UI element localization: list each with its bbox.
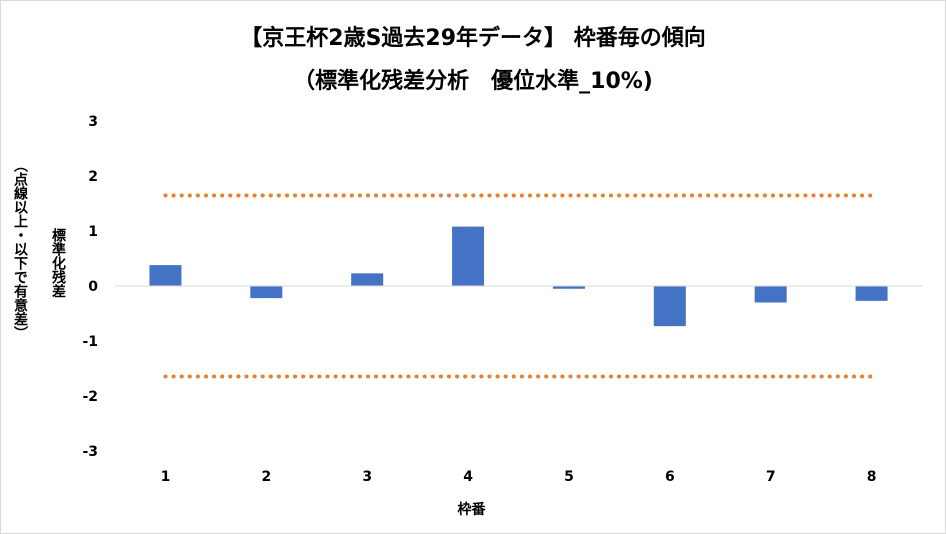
bar-frame-6 — [653, 286, 686, 327]
y-axis-label-note: （点線以上・以下で有意差） — [12, 158, 29, 340]
x-tick-label: 8 — [867, 469, 877, 485]
x-tick-label: 7 — [766, 469, 776, 485]
y-axis-ticks: 3 2 1 0 -1 -2 -3 — [82, 114, 98, 460]
y-tick-label: 3 — [88, 114, 98, 130]
y-tick-label: -3 — [82, 444, 98, 460]
x-tick-label: 5 — [564, 469, 574, 485]
chart-subtitle: （標準化残差分析 優位水準_10%) — [293, 69, 653, 94]
bar-frame-8 — [855, 286, 888, 301]
bar-frame-4 — [452, 226, 485, 286]
bar-frame-7 — [754, 286, 787, 303]
x-axis-ticks: 1 2 3 4 5 6 7 8 — [161, 469, 877, 485]
bar-frame-2 — [250, 286, 283, 299]
y-tick-label: -1 — [82, 334, 98, 350]
y-tick-label: 2 — [88, 169, 98, 185]
x-tick-label: 3 — [362, 469, 372, 485]
y-tick-label: -2 — [82, 389, 98, 405]
y-tick-label: 1 — [88, 224, 98, 240]
bar-frame-3 — [351, 273, 384, 286]
bar-frame-5 — [552, 286, 585, 289]
x-tick-label: 1 — [161, 469, 171, 485]
bar-frame-1 — [149, 265, 182, 286]
chart-title: 【京王杯2歳S過去29年データ】 枠番毎の傾向 — [240, 26, 706, 51]
bar-series — [149, 226, 888, 327]
y-tick-label: 0 — [88, 279, 98, 295]
x-tick-label: 6 — [665, 469, 675, 485]
x-tick-label: 2 — [261, 469, 271, 485]
y-axis-label: 標準化残差 — [50, 227, 66, 298]
x-tick-label: 4 — [463, 469, 473, 485]
x-axis-label: 枠番 — [458, 501, 487, 518]
